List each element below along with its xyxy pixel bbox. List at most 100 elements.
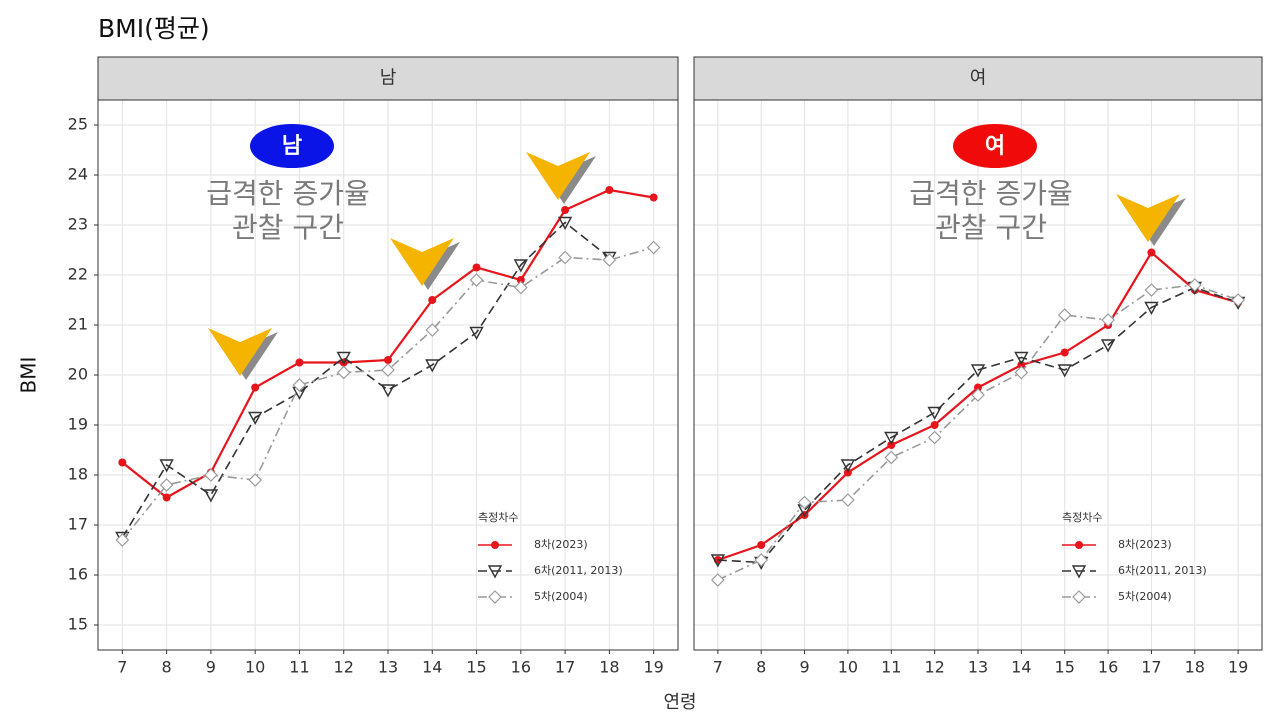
point: [561, 206, 570, 214]
point: [336, 365, 351, 380]
legend-marker: [487, 565, 503, 579]
point: [710, 554, 726, 568]
series-line: [717, 286, 1239, 564]
x-tick-label: 9: [206, 658, 216, 677]
point: [970, 364, 986, 378]
point: [247, 411, 263, 425]
legend-label: 6차(2011, 2013): [1118, 564, 1207, 577]
point: [840, 459, 856, 473]
x-tick-label: 18: [599, 658, 619, 677]
legend-label: 6차(2011, 2013): [534, 564, 623, 577]
point: [1057, 308, 1072, 322]
x-tick-label: 15: [1055, 658, 1075, 677]
point: [927, 406, 942, 420]
point: [204, 468, 218, 482]
point: [884, 450, 899, 465]
y-tick-label: 23: [68, 215, 88, 234]
point: [336, 351, 351, 365]
point: [1057, 364, 1072, 378]
annotation: 급격한 증가율: [909, 177, 1072, 210]
y-tick-label: 16: [68, 565, 88, 584]
x-tick-label: 16: [1098, 658, 1118, 677]
facet-strip: [693, 56, 1263, 101]
x-tick-label: 11: [289, 658, 309, 677]
facet-strip: [97, 56, 679, 101]
y-tick-label: 21: [68, 315, 88, 334]
x-axis-label: 연령: [663, 692, 696, 713]
x-tick-label: 14: [422, 658, 442, 677]
arrow: [208, 328, 272, 376]
facet-title: 남: [380, 68, 397, 89]
point: [930, 421, 939, 429]
point: [558, 250, 572, 265]
x-tick-label: 9: [799, 658, 809, 677]
point: [646, 240, 661, 255]
point: [425, 359, 440, 373]
x-tick-label: 10: [245, 658, 265, 677]
x-tick-label: 15: [466, 658, 486, 677]
point: [757, 541, 766, 549]
legend-marker: [488, 590, 502, 604]
y-tick-label: 17: [68, 515, 88, 534]
y-axis-label: BMI: [17, 357, 41, 394]
point: [118, 458, 127, 467]
point: [557, 216, 573, 230]
point: [1100, 339, 1116, 353]
badge: [250, 124, 334, 168]
point: [1014, 351, 1029, 365]
y-tick-label: 22: [68, 265, 88, 284]
point: [884, 431, 899, 445]
point: [602, 253, 617, 267]
annotation: 급격한 증가율: [206, 177, 369, 210]
badge-label: 여: [985, 134, 1005, 159]
legend-title: 측정차수: [478, 511, 518, 524]
annotation: 관찰 구간: [232, 211, 344, 244]
point: [428, 296, 437, 304]
x-tick-label: 10: [838, 658, 858, 677]
point: [159, 459, 174, 473]
point: [381, 363, 395, 377]
point: [797, 495, 812, 510]
x-tick-label: 8: [756, 658, 766, 677]
point: [649, 193, 658, 202]
x-tick-label: 7: [713, 658, 723, 677]
y-tick-label: 20: [68, 365, 88, 384]
point: [605, 186, 614, 194]
badge-label: 남: [282, 134, 302, 159]
point: [1144, 283, 1159, 297]
point: [472, 263, 481, 272]
x-tick-label: 17: [555, 658, 575, 677]
series-line: [121, 221, 610, 538]
y-tick-label: 18: [68, 465, 88, 484]
page-title: BMI(평균): [98, 14, 210, 43]
point: [469, 326, 484, 340]
point: [425, 323, 440, 337]
point: [516, 276, 525, 284]
arrow: [1116, 194, 1180, 242]
x-tick-label: 13: [968, 658, 988, 677]
point: [1060, 348, 1069, 357]
point: [1147, 248, 1156, 257]
point: [203, 489, 219, 503]
plot-border: [693, 99, 1263, 651]
point: [384, 356, 392, 364]
annotation: 관찰 구간: [935, 211, 1047, 244]
x-tick-label: 12: [334, 658, 354, 677]
point: [469, 273, 484, 287]
point: [251, 383, 260, 392]
point: [115, 533, 130, 547]
point: [710, 573, 725, 587]
point: [971, 388, 985, 402]
y-tick-label: 19: [68, 415, 88, 434]
y-tick-label: 15: [68, 615, 88, 634]
legend-marker: [1075, 541, 1083, 549]
arrow: [390, 238, 454, 286]
point: [927, 430, 942, 445]
legend-marker: [1072, 590, 1086, 604]
y-tick-label: 24: [68, 165, 88, 184]
y-tick-label: 25: [68, 115, 88, 134]
point: [380, 384, 396, 398]
legend-marker: [491, 541, 499, 549]
point: [248, 473, 263, 487]
x-tick-label: 18: [1185, 658, 1205, 677]
